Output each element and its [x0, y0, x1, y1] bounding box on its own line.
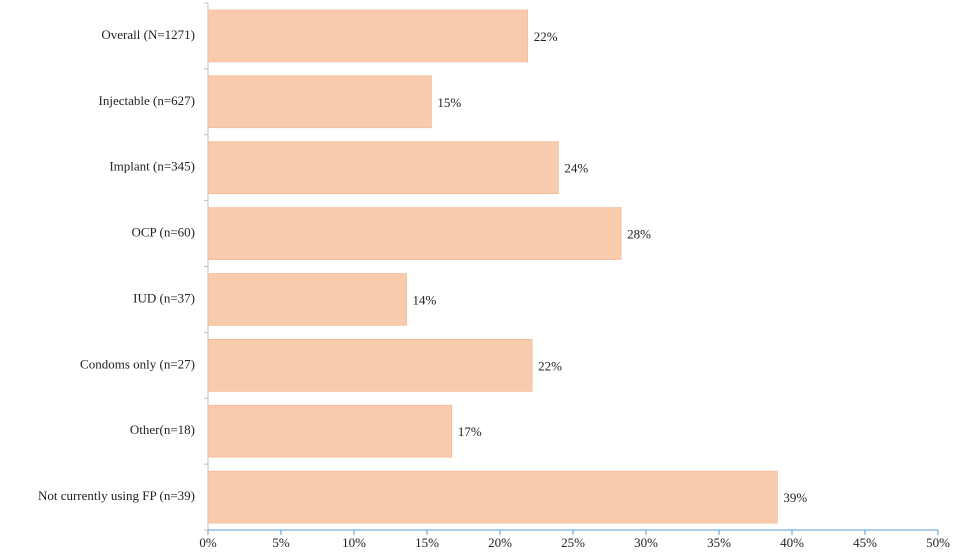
x-tick-label: 50% — [926, 535, 950, 550]
x-tick-label: 45% — [853, 535, 877, 550]
y-tick-label: Overall (N=1271) — [101, 27, 195, 42]
data-label: 39% — [783, 490, 807, 505]
data-label: 14% — [413, 292, 437, 307]
data-label: 22% — [538, 358, 562, 373]
bar — [207, 141, 559, 194]
data-label: 17% — [458, 424, 482, 439]
bar — [207, 339, 533, 392]
y-tick-label: Implant (n=345) — [109, 159, 195, 174]
x-tick-label: 10% — [342, 535, 366, 550]
bar — [207, 273, 407, 326]
data-label: 28% — [627, 227, 651, 242]
bar — [207, 470, 778, 524]
bar — [207, 9, 529, 63]
x-tick-label: 40% — [780, 535, 804, 550]
data-label: 24% — [564, 161, 588, 176]
y-tick-label: Other(n=18) — [130, 422, 195, 437]
x-tick-label: 0% — [199, 535, 217, 550]
y-tick-label: Injectable (n=627) — [99, 93, 195, 108]
data-label: 22% — [534, 29, 558, 44]
x-tick-label: 5% — [272, 535, 290, 550]
y-tick-label: Condoms only (n=27) — [80, 356, 195, 371]
x-tick-label: 15% — [415, 535, 439, 550]
x-tick-label: 35% — [707, 535, 731, 550]
x-tick-label: 30% — [634, 535, 658, 550]
y-tick-label: OCP (n=60) — [131, 225, 195, 240]
x-tick-label: 25% — [561, 535, 585, 550]
bar — [207, 404, 453, 458]
data-label: 15% — [437, 95, 461, 110]
y-tick-label: IUD (n=37) — [133, 290, 195, 305]
bar — [207, 75, 432, 129]
y-tick-label: Not currently using FP (n=39) — [38, 488, 195, 503]
x-tick-label: 20% — [488, 535, 512, 550]
bar — [207, 207, 622, 260]
